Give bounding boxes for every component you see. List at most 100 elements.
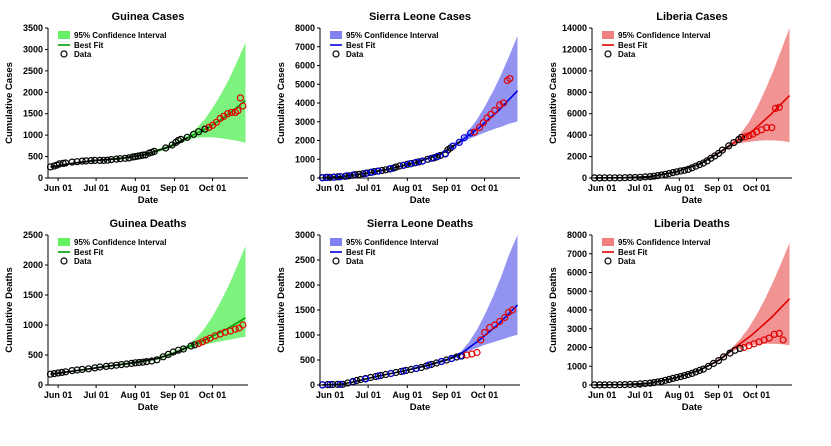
- y-tick-label: 1000: [23, 130, 43, 140]
- data-point: [353, 376, 361, 385]
- data-point-fit: [399, 367, 408, 375]
- y-tick-label: 2500: [23, 66, 43, 76]
- y-tick-label: 5000: [295, 79, 315, 89]
- x-axis-label: Date: [138, 402, 159, 413]
- data-point-fit: [374, 372, 382, 380]
- data-point: [688, 369, 696, 377]
- data-point: [129, 153, 137, 161]
- chart-panel: 0 500 1000 1500 2000 2500 3000 3500 Jun 01 Jul 01…: [4, 11, 248, 206]
- y-tick-label: 500: [300, 355, 315, 365]
- y-tick-label: 0: [582, 380, 587, 390]
- legend-swatch-band: [602, 31, 614, 39]
- y-tick-label: 3000: [567, 324, 587, 334]
- y-tick-label: 2000: [23, 87, 43, 97]
- data-point-recent: [775, 329, 783, 337]
- legend-label-data: Data: [346, 50, 364, 59]
- best-fit-line-past: [50, 345, 189, 375]
- x-tick-label: Sep 01: [160, 183, 189, 193]
- data-point-recent: [499, 99, 508, 107]
- data-point-fit: [434, 152, 442, 160]
- x-tick-label: Aug 01: [664, 390, 694, 400]
- x-tick-label: Sep 01: [160, 390, 189, 400]
- x-tick-label: Jun 01: [316, 183, 345, 193]
- legend-label-fit: Best Fit: [618, 41, 648, 50]
- y-tick-label: 0: [310, 380, 315, 390]
- data-point: [139, 151, 147, 159]
- data-point-recent: [216, 114, 224, 123]
- data-point: [654, 172, 662, 180]
- legend-swatch-data: [332, 257, 340, 265]
- x-tick-label: Aug 01: [120, 183, 150, 193]
- x-tick-label: Oct 01: [471, 390, 499, 400]
- legend-label-data: Data: [618, 257, 636, 266]
- best-fit-line: [460, 304, 519, 355]
- data-point: [661, 376, 670, 384]
- y-tick-label: 1000: [567, 361, 587, 371]
- legend-label-fit: Best Fit: [346, 248, 376, 257]
- x-tick-label: Jul 01: [627, 390, 653, 400]
- data-point: [96, 156, 104, 164]
- x-tick-label: Jun 01: [316, 390, 345, 400]
- y-tick-label: 0: [582, 173, 587, 183]
- data-point: [382, 370, 390, 379]
- data-point: [339, 380, 347, 388]
- data-point: [432, 359, 441, 367]
- y-tick-label: 6000: [295, 61, 315, 71]
- data-point-fit: [399, 161, 408, 169]
- x-axis-label: Date: [682, 195, 703, 206]
- data-point-recent: [477, 336, 485, 344]
- data-point: [695, 161, 704, 169]
- data-point: [116, 155, 124, 163]
- legend-label-data: Data: [74, 257, 92, 266]
- data-point: [403, 160, 411, 168]
- legend-swatch-data: [604, 257, 612, 265]
- data-point: [107, 362, 115, 370]
- data-point-fit: [449, 142, 457, 150]
- data-point: [187, 342, 195, 350]
- data-point-fit: [418, 157, 427, 165]
- x-tick-label: Jun 01: [588, 183, 617, 193]
- chart-title: Liberia Cases: [656, 11, 728, 23]
- data-point: [737, 133, 746, 141]
- confidence-band: [50, 42, 246, 168]
- y-tick-label: 3000: [23, 44, 43, 54]
- y-tick-label: 2500: [295, 255, 315, 265]
- x-axis-label: Date: [410, 402, 431, 413]
- data-point: [59, 159, 67, 167]
- x-axis-label: Date: [138, 195, 159, 206]
- y-tick-label: 2500: [23, 230, 43, 240]
- data-point-recent: [768, 123, 776, 132]
- data-point: [673, 373, 681, 382]
- data-point-fit: [441, 150, 449, 158]
- data-point-recent: [470, 128, 478, 136]
- y-axis-label: Cumulative Cases: [4, 62, 15, 144]
- chart-panel: 0 500 1000 1500 2000 2500 3000 Jun 01 Jul 01 Aug …: [276, 218, 520, 413]
- y-tick-label: 0: [38, 173, 43, 183]
- data-point: [367, 373, 375, 382]
- data-point: [334, 173, 342, 181]
- data-point: [54, 369, 62, 377]
- data-point: [68, 367, 76, 375]
- data-point: [73, 158, 81, 166]
- y-tick-label: 4000: [567, 305, 587, 315]
- data-point: [646, 173, 654, 181]
- data-point: [112, 361, 121, 369]
- data-point: [676, 373, 685, 381]
- data-point-recent: [212, 118, 220, 126]
- data-point: [378, 166, 386, 175]
- y-tick-label: 1500: [23, 290, 43, 300]
- data-point-recent: [491, 321, 499, 329]
- data-point-recent: [771, 104, 780, 113]
- data-point-recent: [491, 106, 499, 115]
- data-point: [692, 162, 700, 170]
- data-point: [177, 135, 185, 143]
- data-point: [334, 380, 342, 388]
- data-point: [650, 172, 658, 180]
- y-tick-label: 3500: [23, 23, 43, 33]
- y-tick-label: 2000: [23, 260, 43, 270]
- data-point-recent: [463, 351, 471, 359]
- data-point: [725, 142, 733, 150]
- data-point: [191, 341, 199, 349]
- data-point: [396, 162, 404, 170]
